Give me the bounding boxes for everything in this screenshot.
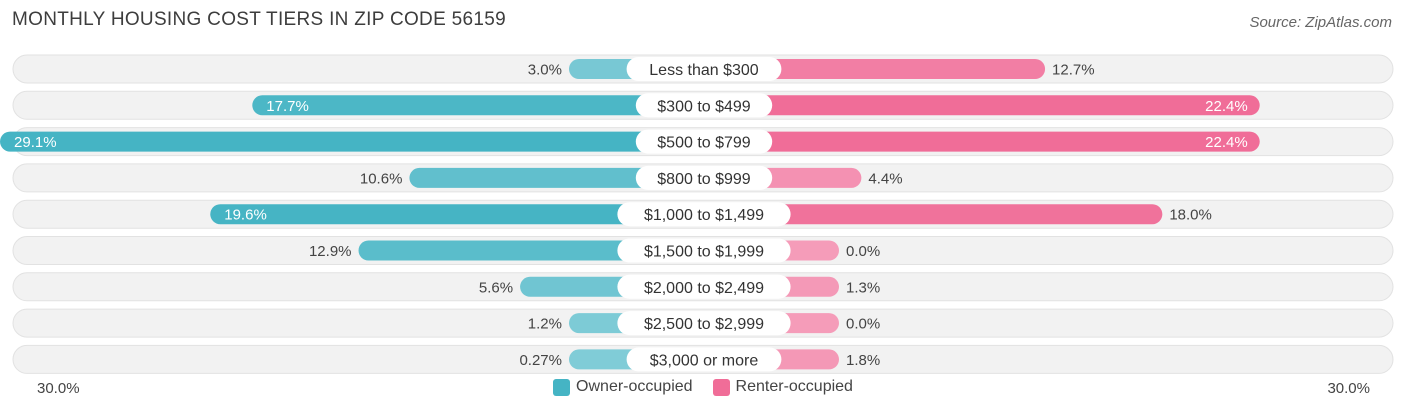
source-note: Source: ZipAtlas.com bbox=[1249, 14, 1392, 31]
category-pill bbox=[626, 347, 782, 372]
bar-renter bbox=[704, 59, 1046, 79]
legend-renter: Renter-occupied bbox=[712, 378, 853, 396]
value-label-renter: 18.0% bbox=[1169, 207, 1212, 224]
legend-renter-label: Renter-occupied bbox=[735, 378, 853, 395]
bar-renter bbox=[704, 204, 1163, 225]
value-label-owner: 0.27% bbox=[519, 352, 562, 369]
category-label: Less than $300 bbox=[649, 62, 759, 79]
legend-owner-label: Owner-occupied bbox=[576, 378, 693, 395]
category-label: $3,000 or more bbox=[650, 352, 759, 369]
value-label-renter: 22.4% bbox=[1205, 134, 1248, 151]
value-label-owner: 19.6% bbox=[224, 207, 267, 224]
category-label: $500 to $799 bbox=[657, 135, 751, 152]
value-label-renter: 0.0% bbox=[846, 243, 880, 260]
bar-owner bbox=[0, 131, 704, 152]
category-label: $2,000 to $2,499 bbox=[644, 280, 764, 297]
chart-title: MONTHLY HOUSING COST TIERS IN ZIP CODE 5… bbox=[12, 9, 506, 30]
value-label-renter: 1.3% bbox=[846, 279, 880, 296]
value-label-renter: 1.8% bbox=[846, 352, 880, 369]
category-pill bbox=[617, 238, 791, 263]
value-label-owner: 29.1% bbox=[14, 134, 57, 151]
value-label-owner: 3.0% bbox=[528, 62, 562, 79]
bar-owner bbox=[358, 240, 704, 261]
bar-owner bbox=[409, 167, 704, 188]
value-label-renter: 0.0% bbox=[846, 316, 880, 333]
category-pill bbox=[635, 129, 773, 154]
bar-owner bbox=[252, 95, 704, 116]
legend-owner: Owner-occupied bbox=[553, 378, 693, 396]
category-label: $1,000 to $1,499 bbox=[644, 207, 764, 224]
legend: Owner-occupied Renter-occupied bbox=[0, 378, 1406, 396]
category-pill bbox=[635, 93, 773, 118]
value-label-owner: 5.6% bbox=[479, 279, 513, 296]
value-label-owner: 17.7% bbox=[266, 98, 309, 115]
value-label-owner: 1.2% bbox=[528, 316, 562, 333]
value-label-renter: 4.4% bbox=[868, 170, 902, 187]
category-pill bbox=[617, 311, 791, 336]
value-label-owner: 12.9% bbox=[309, 243, 352, 260]
value-label-renter: 22.4% bbox=[1205, 98, 1248, 115]
axis-left-label: 30.0% bbox=[37, 380, 80, 397]
category-label: $1,500 to $1,999 bbox=[644, 244, 764, 261]
category-label: $300 to $499 bbox=[657, 98, 751, 115]
value-label-owner: 10.6% bbox=[360, 170, 403, 187]
bar-renter bbox=[704, 95, 1260, 116]
axis-right-label: 30.0% bbox=[1327, 380, 1370, 397]
category-label: $2,500 to $2,999 bbox=[644, 316, 764, 333]
legend-renter-swatch bbox=[712, 378, 730, 396]
category-pill bbox=[617, 274, 791, 299]
bar-owner bbox=[210, 204, 704, 225]
category-label: $800 to $999 bbox=[657, 171, 751, 188]
value-label-renter: 12.7% bbox=[1052, 62, 1095, 79]
category-pill bbox=[617, 202, 791, 227]
bar-renter bbox=[704, 131, 1260, 152]
category-pill bbox=[635, 165, 773, 190]
category-pill bbox=[626, 57, 782, 81]
legend-owner-swatch bbox=[553, 378, 571, 396]
